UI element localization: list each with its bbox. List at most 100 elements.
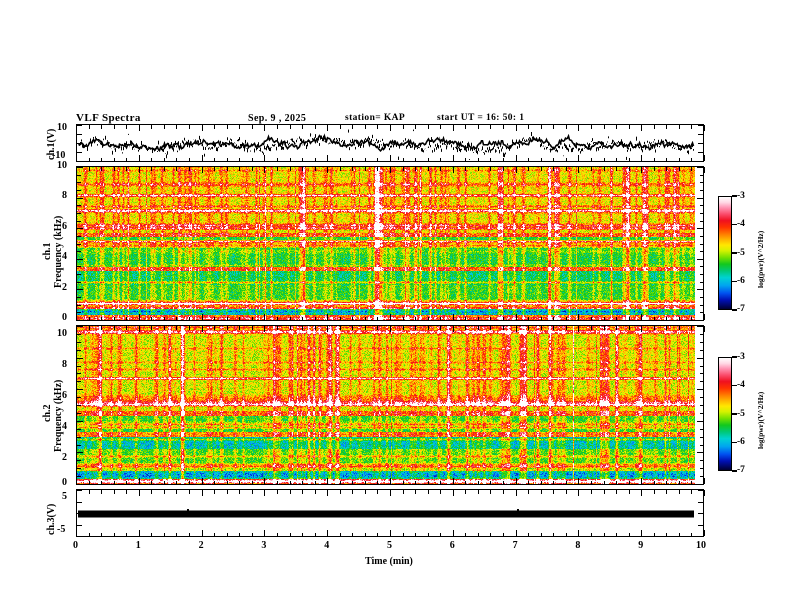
x-axis-title: Time (min) — [365, 556, 413, 567]
axis-tick — [77, 161, 82, 162]
chart-date: Sep. 9 , 2025 — [248, 113, 307, 124]
axis-tick — [364, 167, 366, 171]
axis-tick — [76, 326, 77, 332]
chart-station: station= KAP — [345, 113, 406, 123]
axis-tick — [699, 182, 703, 184]
axis-tick — [239, 125, 241, 129]
axis-tick — [239, 157, 241, 161]
axis-tick — [339, 326, 341, 330]
axis-tick — [691, 326, 693, 330]
axis-tick — [264, 155, 266, 161]
axis-tick — [578, 490, 580, 496]
axis-tick — [352, 326, 354, 330]
axis-tick — [477, 157, 479, 161]
axis-tick — [699, 412, 703, 414]
axis-tick — [77, 297, 81, 299]
axis-tick — [698, 134, 703, 135]
axis-tick — [339, 167, 341, 171]
axis-tick — [77, 428, 81, 430]
axis-tick — [641, 326, 643, 332]
axis-tick — [314, 157, 316, 161]
axis-tick — [590, 480, 592, 484]
axis-tick — [515, 155, 517, 161]
axis-tick — [616, 490, 618, 494]
colorbar-ch1 — [718, 196, 732, 310]
axis-tick — [699, 444, 703, 446]
axis-tick — [490, 490, 492, 494]
axis-tick — [590, 532, 592, 536]
axis-tick — [415, 157, 417, 161]
axis-tick — [352, 532, 354, 536]
axis-tick — [138, 478, 140, 484]
colorbar-tick — [732, 252, 737, 254]
axis-tick — [327, 326, 329, 332]
axis-tick — [540, 480, 542, 484]
colorbar-ch2-title: log(pwr)(V^2/Hz) — [756, 391, 765, 449]
axis-tick — [515, 530, 517, 536]
axis-tick — [76, 155, 77, 161]
axis-tick — [641, 314, 643, 320]
axis-tick — [427, 480, 429, 484]
axis-tick — [302, 532, 304, 536]
axis-tick — [427, 316, 429, 320]
axis-tick — [678, 157, 680, 161]
axis-tick — [415, 167, 417, 171]
axis-tick — [697, 228, 703, 230]
axis-tick — [77, 389, 83, 391]
axis-tick — [503, 490, 505, 494]
axis-tick — [452, 326, 454, 332]
axis-tick — [477, 326, 479, 330]
axis-tick — [565, 316, 567, 320]
axis-tick — [226, 532, 228, 536]
axis-tick — [699, 405, 703, 406]
axis-tick — [503, 532, 505, 536]
axis-tick — [289, 316, 291, 320]
ch1-freq-tick-4: 4 — [62, 251, 67, 262]
axis-tick — [590, 167, 592, 171]
colorbar-tick — [732, 280, 737, 283]
axis-tick — [666, 490, 668, 494]
axis-tick — [226, 167, 228, 171]
axis-tick — [402, 157, 404, 161]
axis-tick — [327, 530, 329, 536]
axis-tick — [697, 167, 703, 168]
axis-tick — [699, 251, 703, 253]
axis-tick — [101, 532, 103, 536]
axis-tick — [77, 501, 82, 503]
axis-tick — [151, 316, 153, 320]
axis-tick — [415, 490, 417, 494]
axis-tick — [138, 167, 140, 173]
axis-tick — [77, 333, 81, 335]
axis-tick — [101, 326, 103, 330]
axis-tick — [402, 316, 404, 320]
panel-ch2-spectrogram — [76, 325, 704, 485]
axis-tick — [289, 480, 291, 484]
axis-tick — [189, 125, 191, 129]
axis-tick — [452, 478, 454, 484]
axis-tick — [77, 125, 82, 126]
axis-tick — [77, 484, 83, 485]
axis-tick — [565, 490, 567, 494]
axis-tick — [163, 532, 165, 536]
axis-tick — [276, 532, 278, 536]
axis-tick — [704, 326, 705, 332]
axis-tick — [264, 530, 266, 536]
axis-tick — [314, 167, 316, 171]
axis-tick — [697, 258, 703, 260]
axis-tick — [691, 125, 693, 129]
axis-tick — [465, 316, 467, 320]
axis-tick — [377, 532, 379, 536]
axis-tick — [641, 490, 643, 496]
axis-tick — [697, 289, 703, 291]
axis-tick — [699, 428, 703, 430]
axis-tick — [138, 125, 140, 131]
axis-tick — [490, 167, 492, 171]
axis-tick — [201, 326, 203, 332]
axis-tick — [699, 341, 703, 343]
axis-tick — [553, 532, 555, 536]
axis-tick — [628, 167, 630, 171]
axis-tick — [490, 532, 492, 536]
axis-tick — [289, 125, 291, 129]
axis-tick — [699, 373, 703, 375]
axis-tick — [490, 480, 492, 484]
